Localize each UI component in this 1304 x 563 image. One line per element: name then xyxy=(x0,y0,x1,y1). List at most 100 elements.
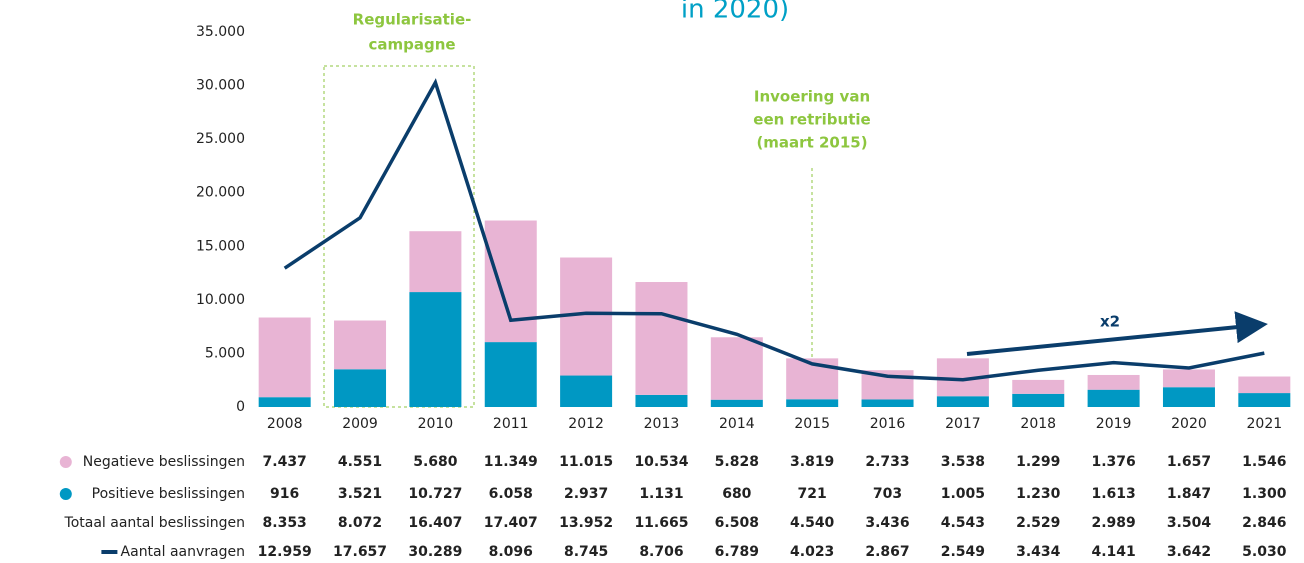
table-cell: 3.436 xyxy=(865,515,909,531)
annotation-box xyxy=(323,65,475,408)
legend-label: Negatieve beslissingen xyxy=(83,454,245,470)
table-cell: 5.030 xyxy=(1242,544,1287,560)
bar-segment xyxy=(1012,393,1065,407)
x-tick-label: 2011 xyxy=(493,416,529,432)
bar-segment xyxy=(258,317,311,398)
table-cell: 10.534 xyxy=(634,454,688,470)
table-cell: 30.289 xyxy=(408,544,462,560)
table-cell: 11.015 xyxy=(559,454,613,470)
y-tick-label: 30.000 xyxy=(196,78,245,94)
table-cell: 11.665 xyxy=(634,515,688,531)
table-cell: 10.727 xyxy=(408,486,462,502)
table-cell: 7.437 xyxy=(263,454,307,470)
table-cell: 1.657 xyxy=(1167,454,1211,470)
x-tick-label: 2014 xyxy=(719,416,755,432)
x-tick-label: 2017 xyxy=(945,416,981,432)
chart-title: in 2020) xyxy=(681,0,789,25)
table-cell: 6.058 xyxy=(489,486,533,502)
table-cell: 6.508 xyxy=(715,515,759,531)
table-cell: 8.745 xyxy=(564,544,608,560)
bar-segment xyxy=(786,399,839,407)
table-cell: 4.141 xyxy=(1091,544,1135,560)
table-cell: 1.005 xyxy=(941,486,985,502)
table-cell: 2.733 xyxy=(865,454,909,470)
legend-label: Positieve beslissingen xyxy=(92,486,245,502)
x-tick-label: 2020 xyxy=(1171,416,1207,432)
table-cell: 3.642 xyxy=(1167,544,1211,560)
bar-segment xyxy=(1012,379,1065,394)
bar-segment xyxy=(710,337,763,400)
x-tick-label: 2016 xyxy=(870,416,906,432)
table-cell: 13.952 xyxy=(559,515,613,531)
table-cell: 1.131 xyxy=(639,486,683,502)
annotation: campagne xyxy=(368,36,455,54)
line xyxy=(283,78,1265,382)
table-cell: 3.521 xyxy=(338,486,382,502)
x-tick-label: 2019 xyxy=(1096,416,1132,432)
x-tick-label: 2013 xyxy=(644,416,680,432)
annotation: Regularisatie- xyxy=(353,11,472,29)
table-cell: 916 xyxy=(270,486,299,502)
legend-swatch xyxy=(59,488,72,500)
legend-label: Totaal aantal beslissingen xyxy=(64,515,245,531)
bar-segment xyxy=(484,342,537,407)
bar-segment xyxy=(560,375,613,407)
y-tick-label: 20.000 xyxy=(196,185,245,201)
table-cell: 703 xyxy=(873,486,902,502)
table-cell: 3.819 xyxy=(790,454,834,470)
y-tick-label: 25.000 xyxy=(196,131,245,147)
annotation: Invoering van xyxy=(754,88,870,106)
x-tick-label: 2010 xyxy=(418,416,454,432)
trend-arrow xyxy=(966,311,1268,356)
annotation: een retributie xyxy=(753,111,870,129)
table-cell: 1.230 xyxy=(1016,486,1061,502)
x-tick-label: 2021 xyxy=(1247,416,1283,432)
bar-segment xyxy=(635,394,688,407)
table-cell: 6.789 xyxy=(715,544,759,560)
bar-segment xyxy=(1087,374,1140,390)
bar-segment xyxy=(710,399,763,407)
table-cell: 11.349 xyxy=(484,454,538,470)
table-cell: 17.407 xyxy=(484,515,538,531)
table-cell: 8.072 xyxy=(338,515,382,531)
bar-segment xyxy=(861,399,914,407)
y-tick-label: 35.000 xyxy=(196,24,245,40)
table-cell: 4.540 xyxy=(790,515,835,531)
bar-segment xyxy=(635,282,688,395)
table-cell: 8.353 xyxy=(263,515,307,531)
x-tick-label: 2018 xyxy=(1020,416,1056,432)
bar-segment xyxy=(936,396,989,407)
annotation: (maart 2015) xyxy=(756,134,867,152)
table-cell: 12.959 xyxy=(258,544,312,560)
table-cell: 2.989 xyxy=(1091,515,1135,531)
bar-segment xyxy=(409,231,462,293)
bar-segment xyxy=(409,292,462,407)
table-cell: 8.706 xyxy=(639,544,683,560)
table-cell: 4.551 xyxy=(338,454,382,470)
table-cell: 2.549 xyxy=(941,544,985,560)
table-cell: 4.543 xyxy=(941,515,985,531)
table-cell: 5.828 xyxy=(715,454,759,470)
bar-segment xyxy=(1162,369,1215,388)
table-cell: 3.538 xyxy=(941,454,985,470)
table-cell: 1.546 xyxy=(1242,454,1286,470)
bar-segment xyxy=(258,397,311,407)
table-cell: 3.504 xyxy=(1167,515,1212,531)
table-cell: 2.867 xyxy=(865,544,909,560)
x-tick-label: 2012 xyxy=(568,416,604,432)
bar-segment xyxy=(1162,387,1215,407)
table-cell: 680 xyxy=(722,486,751,502)
bar-segment xyxy=(1087,389,1140,407)
table-cell: 4.023 xyxy=(790,544,834,560)
table-cell: 1.376 xyxy=(1091,454,1135,470)
table-cell: 2.529 xyxy=(1016,515,1060,531)
table-cell: 16.407 xyxy=(408,515,462,531)
y-tick-label: 0 xyxy=(236,399,245,415)
table-cell: 721 xyxy=(798,486,827,502)
table-cell: 17.657 xyxy=(333,544,387,560)
x-tick-label: 2009 xyxy=(342,416,378,432)
table-cell: 3.434 xyxy=(1016,544,1061,560)
bar-segment xyxy=(1238,376,1291,394)
table-cell: 5.680 xyxy=(413,454,458,470)
